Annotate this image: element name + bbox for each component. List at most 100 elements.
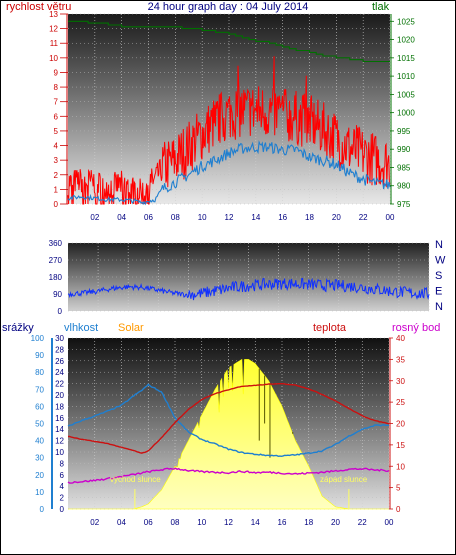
pressure-tick-label: 980 — [397, 182, 411, 191]
hour-tick-label: 02 — [90, 213, 99, 222]
rain-tick-label: 60 — [35, 402, 44, 411]
humidity-tick-label: 22 — [55, 380, 64, 389]
wind-tick-label: 2 — [54, 171, 59, 180]
humidity-line — [67, 383, 389, 458]
wind-tick-label: 3 — [54, 156, 59, 165]
hour-tick-label: 22 — [359, 213, 368, 222]
temperature-tick-label: 25 — [396, 398, 405, 407]
temperature-tick-label: 0 — [396, 505, 401, 514]
hour-tick-label: 08 — [171, 213, 180, 222]
wind-tick-label: 9 — [54, 68, 59, 77]
solar-series — [68, 358, 389, 510]
rain-tick-label: 10 — [35, 488, 44, 497]
humidity-tick-label: 30 — [55, 334, 64, 343]
rain-tick-label: 80 — [35, 368, 44, 377]
hour-tick-label: 02 — [90, 518, 99, 527]
humidity-tick-label: 8 — [60, 459, 65, 468]
temperature-axis: 0 5 10 15 20 25 30 35 40 — [389, 334, 405, 514]
temperature-tick-label: 5 — [396, 484, 401, 493]
dewpoint-line — [67, 467, 390, 484]
solar-area — [68, 358, 389, 510]
top-series — [67, 20, 391, 206]
rain-label: srážky — [2, 322, 34, 334]
hour-tick-label: 10 — [198, 213, 207, 222]
pressure-tick-label: 975 — [397, 200, 411, 209]
wind-tick-label: 1 — [54, 185, 59, 194]
direction-series — [67, 277, 430, 301]
hour-tick-label: 14 — [251, 213, 260, 222]
rain-axis: 0 10 20 30 40 50 60 70 80 90 100 — [31, 334, 45, 514]
temperature-tick-label: 30 — [396, 377, 405, 386]
hour-tick-label: 16 — [278, 518, 287, 527]
wind-speed-label: rychlost větru — [6, 1, 71, 13]
rain-tick-label: 70 — [35, 385, 44, 394]
wind-speed-line — [67, 56, 391, 205]
rain-tick-label: 30 — [35, 454, 44, 463]
wind-tick-label: 11 — [50, 39, 59, 48]
temperature-tick-label: 40 — [396, 334, 405, 343]
rain-tick-label: 50 — [35, 420, 44, 429]
sunset-label: západ slunce — [320, 475, 368, 484]
pressure-axis: 975 980 985 990 995 1000 1005 1010 1015 1020 1025 — [390, 14, 415, 209]
hour-tick-label: 14 — [251, 518, 260, 527]
wind-tick-label: 12 — [49, 25, 58, 34]
compass-letter: E — [435, 286, 442, 298]
pressure-tick-label: 990 — [397, 145, 411, 154]
rain-tick-label: 90 — [35, 351, 44, 360]
temperature-tick-label: 10 — [396, 462, 405, 471]
humidity-tick-label: 24 — [55, 368, 64, 377]
rain-tick-label: 20 — [35, 471, 44, 480]
hour-tick-label: 04 — [117, 213, 126, 222]
wind-tick-label: 6 — [54, 112, 59, 121]
pressure-tick-label: 995 — [397, 127, 411, 136]
humidity-tick-label: 18 — [55, 402, 64, 411]
humidity-label: vlhkost — [64, 322, 98, 334]
humidity-tick-label: 2 — [60, 494, 65, 503]
rain-tick-label: 100 — [31, 334, 45, 343]
chart-title: 24 hour graph day : 04 July 2014 — [148, 1, 309, 13]
hour-tick-label: 12 — [225, 213, 234, 222]
pressure-tick-label: 1025 — [397, 17, 415, 26]
sunrise-label: východ slunce — [110, 475, 161, 484]
compass-letter: N — [435, 301, 443, 313]
rain-tick-label: 0 — [40, 505, 45, 514]
bottom-series — [51, 338, 390, 509]
pressure-tick-label: 985 — [397, 163, 411, 172]
compass-letter: W — [435, 255, 446, 267]
humidity-tick-label: 14 — [55, 425, 64, 434]
hour-tick-label: 18 — [305, 213, 314, 222]
temperature-tick-label: 20 — [396, 420, 405, 429]
hour-tick-label: 18 — [304, 518, 313, 527]
solar-label: Solar — [118, 322, 144, 334]
temperature-tick-label: 35 — [396, 355, 405, 364]
humidity-tick-label: 28 — [55, 345, 64, 354]
hour-tick-label: 10 — [197, 518, 206, 527]
bottom-x-axis: 02 04 06 08 10 12 14 16 18 20 22 00 — [90, 518, 394, 527]
hour-tick-label: 12 — [224, 518, 233, 527]
humidity-tick-label: 4 — [60, 482, 65, 491]
wind-tick-label: 5 — [54, 127, 59, 136]
hour-tick-label: 04 — [117, 518, 126, 527]
humidity-tick-label: 12 — [55, 437, 64, 446]
humidity-tick-label: 16 — [55, 414, 64, 423]
hour-tick-label: 00 — [385, 518, 394, 527]
compass-letter: N — [435, 239, 443, 251]
pressure-label: tlak — [372, 1, 390, 13]
dewpoint-label: rosný bod — [392, 322, 440, 334]
pressure-tick-label: 1010 — [397, 72, 415, 81]
pressure-line — [68, 20, 390, 63]
wind-tick-label: 4 — [54, 142, 59, 151]
hour-tick-label: 00 — [386, 213, 395, 222]
hour-tick-label: 20 — [331, 518, 340, 527]
hour-tick-label: 08 — [171, 518, 180, 527]
direction-tick-label: 360 — [49, 239, 63, 248]
humidity-tick-label: 20 — [55, 391, 64, 400]
rain-tick-label: 40 — [35, 437, 44, 446]
temperature-line — [68, 383, 390, 454]
humidity-tick-label: 10 — [55, 448, 64, 457]
pressure-tick-label: 1005 — [397, 90, 415, 99]
